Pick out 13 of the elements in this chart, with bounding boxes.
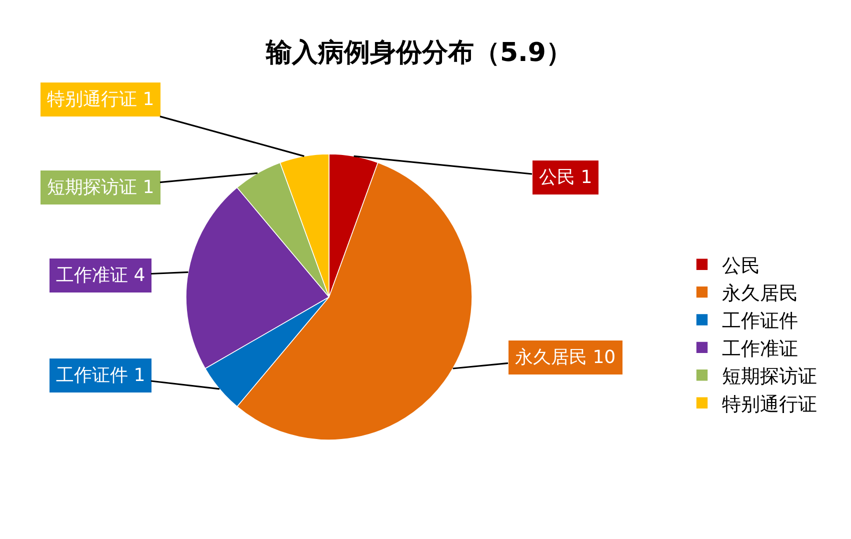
chart-title: 输入病例身份分布（5.9） bbox=[264, 38, 572, 68]
data-label: 公民 1 bbox=[539, 167, 592, 188]
legend-label: 永久居民 bbox=[722, 282, 798, 304]
legend-label: 工作证件 bbox=[722, 310, 798, 332]
data-label: 永久居民 10 bbox=[515, 347, 616, 368]
legend-label: 工作准证 bbox=[722, 338, 798, 360]
data-label: 工作准证 4 bbox=[56, 265, 146, 286]
data-label: 特别通行证 1 bbox=[47, 89, 154, 110]
legend-label: 公民 bbox=[722, 254, 760, 277]
legend-label: 特别通行证 bbox=[722, 393, 817, 416]
legend-label: 短期探访证 bbox=[722, 366, 817, 388]
data-label: 工作证件 1 bbox=[56, 365, 146, 386]
data-label: 短期探访证 1 bbox=[47, 177, 154, 198]
